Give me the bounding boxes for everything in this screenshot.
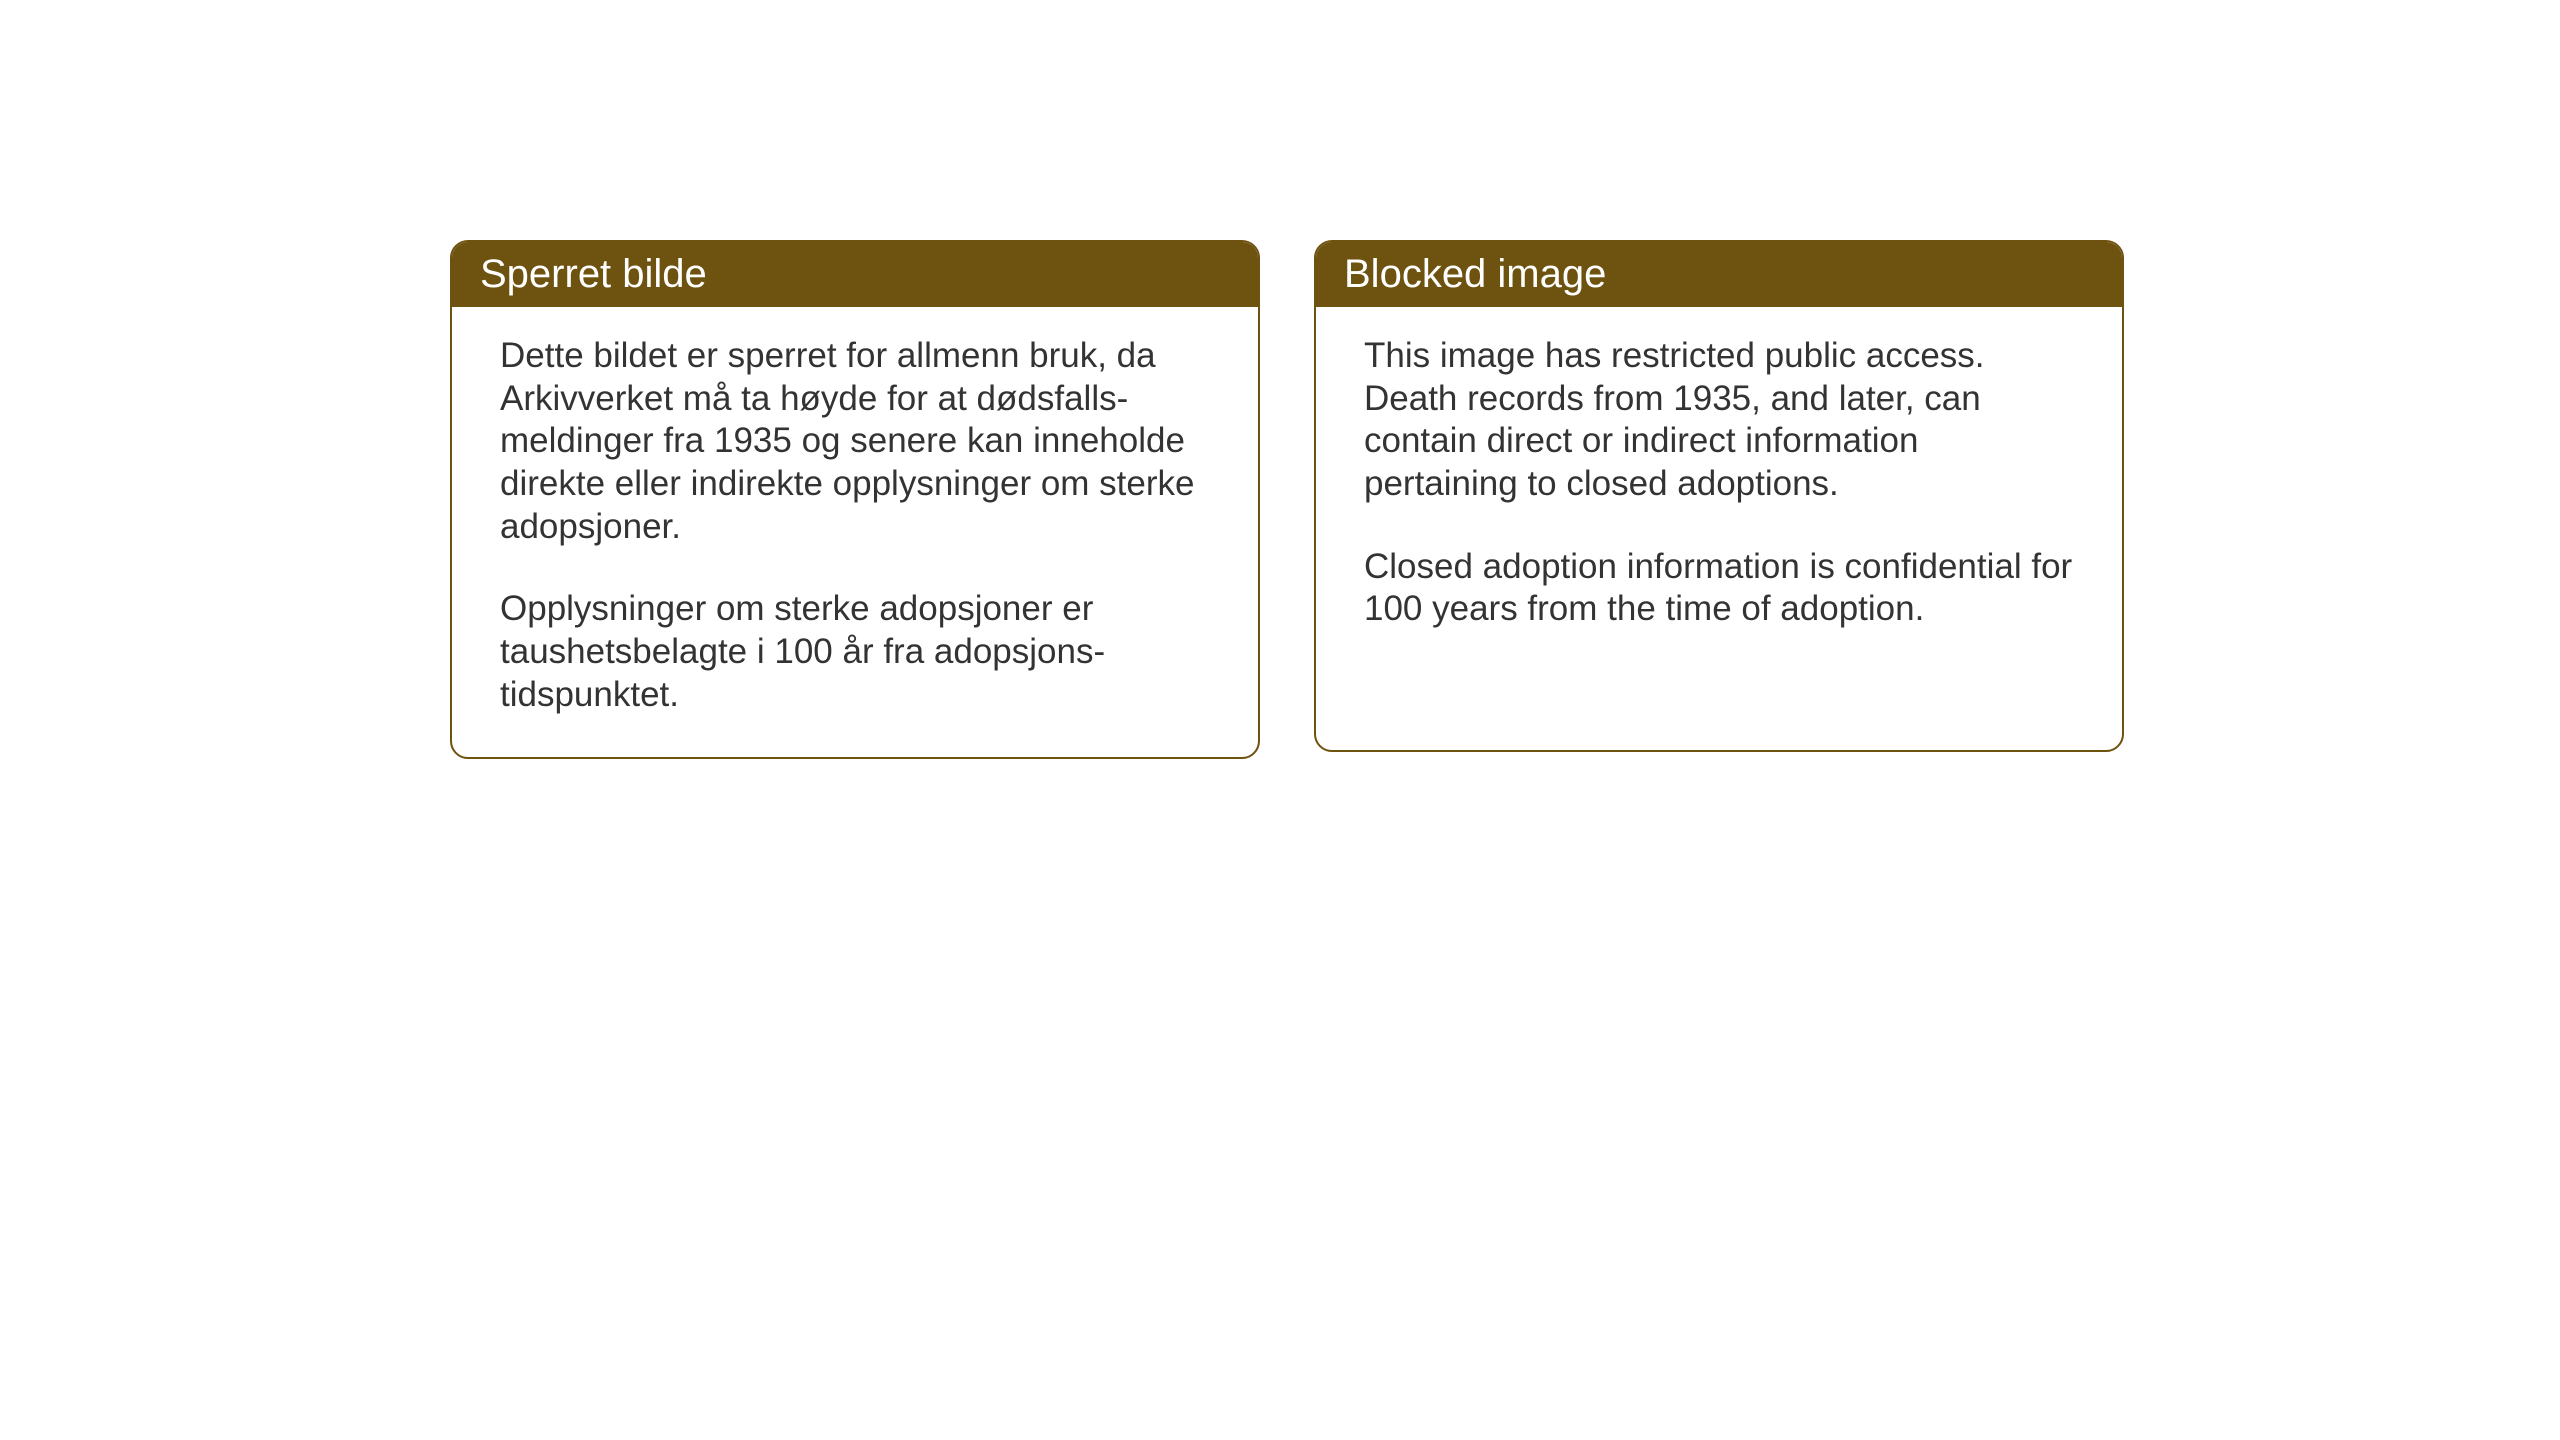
cards-container: Sperret bilde Dette bildet er sperret fo… [0,0,2560,759]
card-body-norwegian: Dette bildet er sperret for allmenn bruk… [452,307,1258,757]
card-paragraph-1-english: This image has restricted public access.… [1364,335,2074,506]
card-norwegian: Sperret bilde Dette bildet er sperret fo… [450,240,1260,759]
card-paragraph-1-norwegian: Dette bildet er sperret for allmenn bruk… [500,335,1210,548]
card-paragraph-2-english: Closed adoption information is confident… [1364,546,2074,631]
card-header-norwegian: Sperret bilde [452,242,1258,307]
card-title-norwegian: Sperret bilde [480,252,707,296]
card-header-english: Blocked image [1316,242,2122,307]
card-title-english: Blocked image [1344,252,1606,296]
card-body-english: This image has restricted public access.… [1316,307,2122,671]
card-english: Blocked image This image has restricted … [1314,240,2124,752]
card-paragraph-2-norwegian: Opplysninger om sterke adopsjoner er tau… [500,588,1210,716]
